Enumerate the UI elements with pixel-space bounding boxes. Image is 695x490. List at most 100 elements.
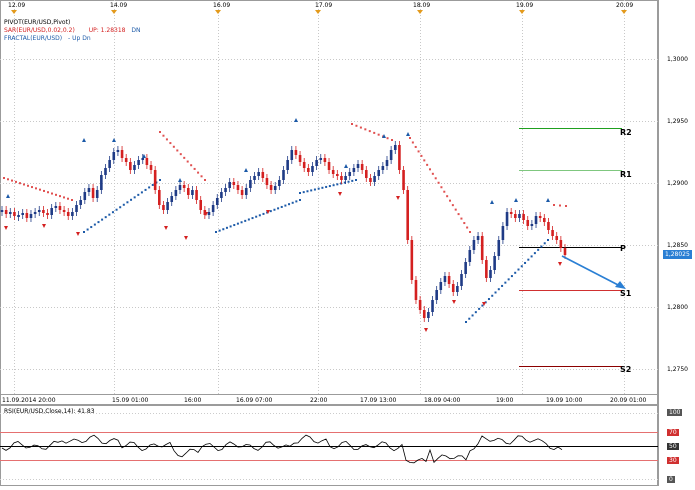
sar-dot	[299, 199, 301, 201]
candle-body	[261, 172, 265, 178]
sar-dot	[39, 188, 41, 191]
forecast-arrow[interactable]	[561, 255, 626, 289]
candle-body	[418, 300, 422, 310]
sar-dot	[93, 223, 96, 226]
pivot-legend: PIVOT(EUR/USD,Pivot)	[4, 19, 71, 26]
fractals	[4, 118, 562, 332]
sar-dot	[151, 183, 154, 186]
candle-body	[149, 165, 153, 170]
sar-dot	[7, 178, 9, 181]
sar-dot	[193, 167, 196, 170]
price-tick: 1,2950	[667, 118, 688, 125]
sar-dot	[115, 208, 118, 211]
sar-dot	[258, 214, 261, 217]
sar-dot	[517, 268, 520, 271]
candle-body	[377, 170, 381, 176]
candle-body	[211, 205, 215, 212]
fractal-up	[142, 154, 146, 158]
sar-dot	[469, 231, 471, 233]
rsi-level: 50	[667, 443, 679, 450]
sar-dot	[460, 217, 463, 220]
sar-dot	[474, 311, 477, 314]
sar-dot	[411, 141, 414, 144]
candle-body	[0, 210, 4, 212]
candle-body	[451, 284, 455, 292]
sar-dot	[27, 184, 29, 187]
sar-dot	[86, 228, 89, 231]
rsi-level: 100	[667, 409, 683, 416]
sar-dot	[130, 198, 133, 201]
candle-body	[116, 150, 120, 152]
candle-body	[286, 160, 289, 170]
sar-dot	[491, 294, 494, 297]
candle-body	[505, 212, 509, 226]
candle-body	[215, 198, 219, 205]
candle-body	[174, 190, 178, 196]
sar-dot	[225, 226, 228, 229]
sar-dot	[172, 145, 175, 148]
fractal-legend-suffix: - Up Dn	[68, 35, 91, 42]
candle-body	[485, 260, 488, 278]
sar-dot	[35, 187, 37, 190]
sar-dot	[186, 160, 189, 163]
candle-body	[232, 182, 236, 185]
sar-legend-value: UP: 1.28318	[88, 27, 126, 34]
candle-body	[360, 164, 364, 170]
sar-dot	[273, 208, 276, 211]
candle-body	[195, 190, 198, 200]
fractal-down	[76, 232, 80, 236]
sar-dot	[222, 228, 225, 231]
pivot-label-s1: S1	[620, 289, 632, 298]
candle-body	[46, 213, 49, 215]
rsi-axis[interactable]: 100 70 50 30 0	[658, 405, 695, 486]
candle-body	[393, 145, 397, 150]
candle-body	[331, 170, 335, 174]
candle-body	[253, 176, 256, 180]
candle-body	[555, 236, 559, 240]
price-tick: 1,2900	[667, 180, 688, 187]
price-tick: 1,2800	[667, 304, 688, 311]
candle-body	[17, 215, 20, 217]
date-marker	[621, 10, 627, 14]
sar-dot	[466, 226, 469, 229]
top-date-1: 12.09	[8, 2, 26, 9]
fractal-down	[396, 196, 400, 200]
sar-dot	[347, 180, 350, 183]
candle-body	[439, 282, 443, 290]
candle-body	[456, 286, 459, 292]
candle-body	[100, 175, 103, 190]
candle-body	[282, 170, 285, 180]
candle-body	[431, 300, 434, 312]
candle-body	[389, 150, 393, 160]
rsi-level: 70	[667, 429, 679, 436]
bottom-date-10: 20.09 01:00	[610, 397, 647, 404]
sar-dot	[215, 231, 217, 233]
candle-body	[427, 312, 430, 318]
candle-body	[406, 190, 409, 240]
sar-dot	[111, 211, 114, 214]
candle-body	[472, 240, 476, 250]
bottom-date-1: 11.09.2014 20:00	[2, 397, 56, 404]
candle-body	[385, 160, 389, 166]
rsi-indicator	[0, 413, 658, 480]
pivot-label-s2: S2	[620, 365, 632, 374]
rsi-level: 0	[667, 476, 675, 483]
top-date-5: 18.09	[413, 2, 431, 9]
sar-dot	[446, 195, 449, 198]
sar-dot	[251, 217, 254, 220]
main-panel-frame	[0, 0, 658, 405]
candle-body	[108, 160, 111, 168]
candle-body	[21, 213, 24, 215]
candle-body	[319, 158, 323, 160]
candle-body	[290, 150, 294, 160]
candle-body	[447, 276, 451, 284]
fractal-up	[112, 138, 116, 142]
candle-body	[129, 162, 132, 170]
sar-dot	[368, 130, 371, 133]
top-date-3: 16.09	[213, 2, 231, 9]
price-axis[interactable]: 1,3000 1,2950 1,2900 1,2850 1,2800 1,275…	[658, 0, 695, 405]
candle-body	[509, 212, 513, 214]
candle-body	[315, 160, 318, 166]
